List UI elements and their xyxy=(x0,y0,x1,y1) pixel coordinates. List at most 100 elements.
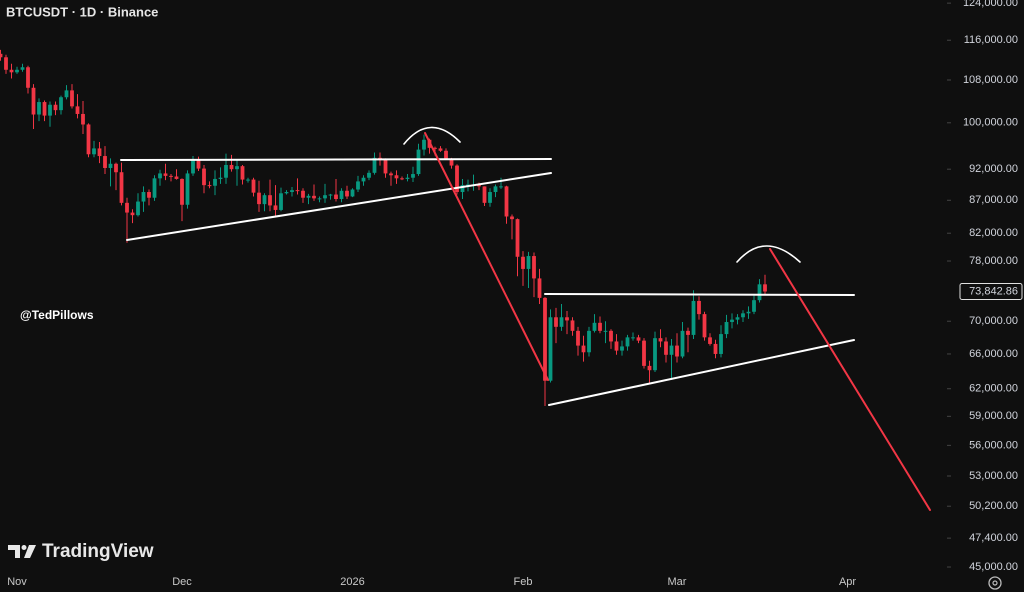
candle-body xyxy=(147,192,151,198)
candle-body xyxy=(130,212,135,216)
candle-body xyxy=(460,185,465,193)
y-tick-label: 45,000.00 xyxy=(969,561,1018,573)
candle-body xyxy=(251,179,256,193)
candle-body xyxy=(719,334,723,354)
logo-mark xyxy=(24,545,36,558)
candle-body xyxy=(741,313,745,318)
candle-body xyxy=(141,192,146,202)
settings-button[interactable] xyxy=(988,576,1002,590)
logo-mark xyxy=(8,545,20,558)
candle-body xyxy=(746,311,751,314)
annotations xyxy=(120,126,931,511)
candle-body xyxy=(416,149,421,175)
candle-body xyxy=(752,300,756,312)
candle-body xyxy=(554,317,558,327)
candle-body xyxy=(686,330,690,335)
candle-body xyxy=(328,194,333,196)
candle-body xyxy=(290,190,294,193)
candle-body xyxy=(763,284,767,292)
candle-body xyxy=(510,216,514,220)
y-tick-label: 47,400.00 xyxy=(969,532,1018,544)
candle-body xyxy=(433,147,437,149)
y-tick-label: 108,000.00 xyxy=(963,74,1018,86)
candle-body xyxy=(114,163,118,173)
candle-body xyxy=(570,320,575,331)
top-arc xyxy=(736,245,801,263)
x-tick-label: Dec xyxy=(172,576,192,588)
candle-body xyxy=(81,113,85,125)
candle-body xyxy=(312,195,316,199)
y-tick-label: 59,000.00 xyxy=(969,410,1018,422)
candle-body xyxy=(257,192,261,205)
candle-body xyxy=(103,156,107,168)
candle-body xyxy=(306,195,311,198)
candle-body xyxy=(455,165,459,193)
candle-body xyxy=(449,159,454,166)
candle-body xyxy=(350,189,355,197)
watermark: @TedPillows xyxy=(20,308,94,322)
y-tick-label: 53,000.00 xyxy=(969,470,1018,482)
y-tick-label: 124,000.00 xyxy=(963,0,1018,9)
candle-body xyxy=(383,159,388,174)
candle-body xyxy=(493,186,498,193)
y-tick-label: 66,000.00 xyxy=(969,348,1018,360)
candle-body xyxy=(669,345,674,355)
candle-body xyxy=(59,97,63,111)
candle-body xyxy=(724,322,729,335)
candle-body xyxy=(191,160,195,174)
candle-body xyxy=(565,317,569,321)
x-tick-label: Feb xyxy=(514,576,533,588)
resistance-line xyxy=(544,293,855,296)
candle-body xyxy=(92,148,96,155)
candle-body xyxy=(603,330,608,332)
candle-body xyxy=(609,330,613,342)
candle-body xyxy=(119,172,124,203)
candle-body xyxy=(26,67,30,88)
x-axis: Nov Dec 2026 Feb Mar Apr xyxy=(7,576,856,588)
candle-body xyxy=(317,198,322,200)
candle-body xyxy=(438,148,443,151)
support-line xyxy=(126,172,552,241)
candle-body xyxy=(400,178,404,180)
candle-body xyxy=(422,139,426,150)
candle-body xyxy=(504,186,509,217)
candle-body xyxy=(53,104,58,111)
candle-body xyxy=(526,256,531,269)
settings-icon[interactable] xyxy=(992,580,998,586)
candle-body xyxy=(70,90,74,107)
candle-body xyxy=(713,343,718,354)
candle-body xyxy=(295,190,300,192)
candle-body xyxy=(262,195,267,205)
candle-body xyxy=(207,185,212,187)
candle-body xyxy=(477,184,481,187)
candle-body xyxy=(202,168,206,186)
last-price-label: 73,842.86 xyxy=(969,285,1018,297)
candle-body xyxy=(521,256,525,269)
candle-body xyxy=(625,337,630,347)
candle-body xyxy=(0,53,3,58)
candle-body xyxy=(86,124,91,155)
candle-body xyxy=(4,57,8,70)
y-tick-label: 100,000.00 xyxy=(963,117,1018,129)
candle-body xyxy=(614,341,619,351)
candle-body xyxy=(279,193,283,210)
candle-body xyxy=(213,178,217,186)
candle-body xyxy=(592,322,597,331)
candle-body xyxy=(598,322,602,331)
y-axis: 124,000.00 116,000.00 108,000.00 100,000.00… xyxy=(947,0,1023,573)
candle-body xyxy=(356,181,360,190)
candle-body xyxy=(323,195,327,199)
candle-body xyxy=(548,317,553,381)
candle-body xyxy=(389,173,393,176)
candle-body xyxy=(75,106,80,114)
candle-body xyxy=(653,338,657,371)
candle-body xyxy=(284,192,289,194)
candle-body xyxy=(675,345,679,357)
candle-body xyxy=(680,330,685,357)
candle-body xyxy=(64,90,69,98)
settings-icon[interactable] xyxy=(988,576,1002,590)
candle-body xyxy=(37,102,41,115)
candle-body xyxy=(515,219,520,257)
candle-body xyxy=(345,190,349,197)
